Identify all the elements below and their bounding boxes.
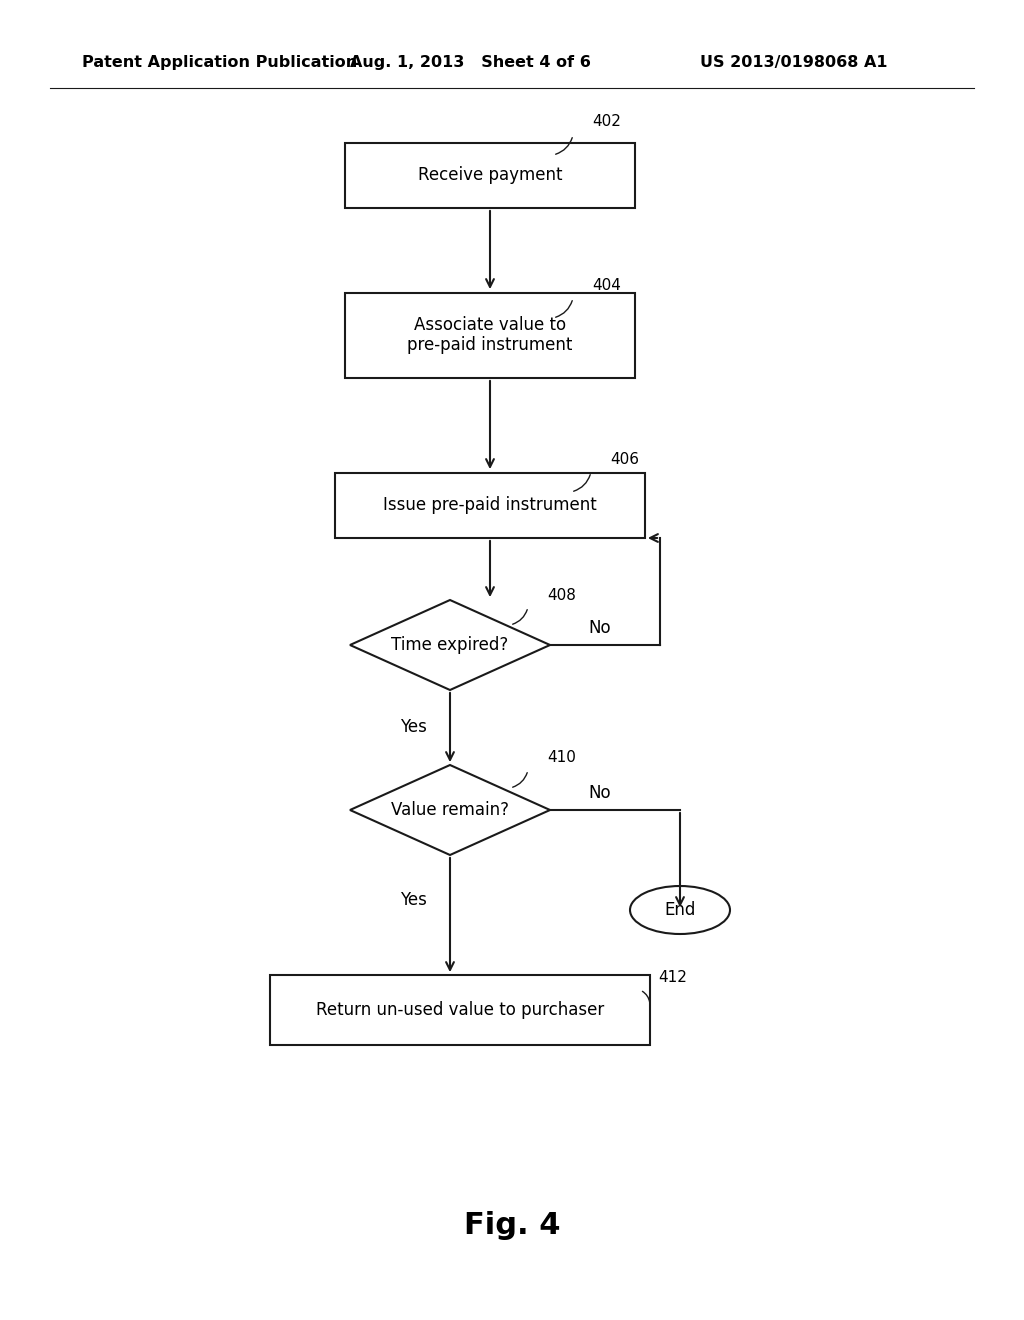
Text: Yes: Yes <box>399 891 426 909</box>
Text: 402: 402 <box>592 115 621 129</box>
Text: No: No <box>589 784 611 803</box>
Text: Issue pre-paid instrument: Issue pre-paid instrument <box>383 496 597 513</box>
Text: Value remain?: Value remain? <box>391 801 509 818</box>
Bar <box>345 293 635 378</box>
Text: 410: 410 <box>547 751 575 766</box>
Text: Associate value to
pre-paid instrument: Associate value to pre-paid instrument <box>408 315 572 354</box>
Text: US 2013/0198068 A1: US 2013/0198068 A1 <box>700 54 888 70</box>
Text: 412: 412 <box>658 970 687 986</box>
Bar <box>345 143 635 207</box>
Text: End: End <box>665 902 695 919</box>
Text: 404: 404 <box>592 277 621 293</box>
Ellipse shape <box>630 886 730 935</box>
Text: Fig. 4: Fig. 4 <box>464 1210 560 1239</box>
Text: 406: 406 <box>610 453 639 467</box>
Bar <box>335 473 645 537</box>
Text: Aug. 1, 2013   Sheet 4 of 6: Aug. 1, 2013 Sheet 4 of 6 <box>350 54 591 70</box>
Bar <box>270 975 650 1045</box>
Text: Patent Application Publication: Patent Application Publication <box>82 54 357 70</box>
Polygon shape <box>350 601 550 690</box>
Text: Time expired?: Time expired? <box>391 636 509 653</box>
Text: 408: 408 <box>547 587 575 602</box>
Text: Yes: Yes <box>399 718 426 737</box>
Text: Return un-used value to purchaser: Return un-used value to purchaser <box>315 1001 604 1019</box>
Text: No: No <box>589 619 611 638</box>
Polygon shape <box>350 766 550 855</box>
Text: Receive payment: Receive payment <box>418 166 562 183</box>
